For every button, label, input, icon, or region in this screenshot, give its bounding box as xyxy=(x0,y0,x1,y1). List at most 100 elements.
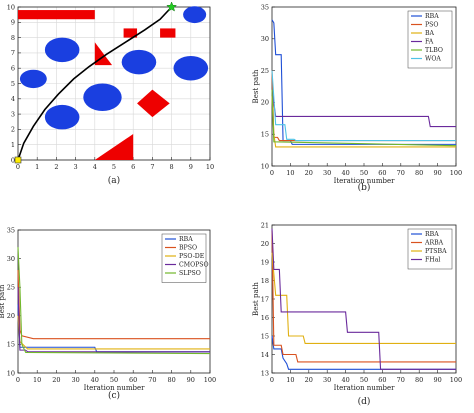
y-tick-label-10: 10 xyxy=(7,3,15,11)
x-tick-label-8: 80 xyxy=(415,169,423,177)
y-tick-label-1: 15 xyxy=(261,131,269,139)
rect-obstacle-2 xyxy=(160,28,176,38)
series-line-rba xyxy=(271,335,456,370)
y-tick-label-0: 13 xyxy=(261,369,269,377)
panel-c-convergence-chart: 0 10 20 30 40 50 60 70 80 90 100101520253035Iterat… xyxy=(0,226,216,401)
panel-b-convergence-chart: 0 10 20 30 40 50 60 70 80 90 100101520253035Iterat… xyxy=(252,3,462,193)
legend-label-3: FA xyxy=(425,39,434,46)
legend-label-2: BA xyxy=(425,30,435,37)
circle-obstacle-0 xyxy=(183,6,207,24)
series-line-pso-de xyxy=(17,315,210,350)
circle-obstacle-2 xyxy=(121,49,157,75)
x-tick-label-0: 0 xyxy=(270,169,274,177)
x-tick-label-4: 4 xyxy=(93,163,97,171)
x-tick-label-1: 10 xyxy=(33,376,41,384)
x-tick-label-6: 60 xyxy=(378,376,386,384)
y-tick-label-3: 25 xyxy=(7,284,15,292)
y-tick-label-0: 10 xyxy=(261,162,269,170)
x-axis-label: Iteration number xyxy=(334,384,396,392)
x-tick-label-9: 90 xyxy=(433,376,441,384)
x-tick-label-6: 6 xyxy=(131,163,135,171)
y-tick-label-4: 17 xyxy=(261,295,269,303)
y-tick-label-5: 35 xyxy=(7,226,15,234)
y-tick-label-2: 15 xyxy=(261,332,269,340)
legend-label-1: BPSO xyxy=(179,245,197,252)
rect-obstacle-1 xyxy=(123,28,138,38)
panel-d-convergence-chart: 0 10 20 30 40 50 60 70 80 90 100 13 14 15 16 17 18 19 20 21… xyxy=(252,221,462,407)
series-line-arba xyxy=(271,230,456,363)
panel-a-environment-map: 0 1 2 3 4 5 6 7 8 9 10 0 1 2 3 4 5 6 7 8 9 10 (a) xyxy=(7,1,214,186)
x-tick-label-9: 90 xyxy=(433,169,441,177)
legend-box xyxy=(161,233,207,283)
x-tick-label-10: 100 xyxy=(450,169,462,177)
series-line-rba xyxy=(271,19,456,145)
panel-caption: (c) xyxy=(108,390,120,401)
diamond-obstacle-0 xyxy=(137,89,170,118)
x-tick-label-1: 10 xyxy=(286,169,294,177)
legend-label-5: WOA xyxy=(425,56,441,63)
y-tick-label-2: 2 xyxy=(11,126,15,134)
x-tick-label-5: 50 xyxy=(360,376,368,384)
x-tick-label-4: 40 xyxy=(341,169,349,177)
x-tick-label-3: 30 xyxy=(71,376,79,384)
x-tick-label-8: 80 xyxy=(167,376,175,384)
planned-path-line xyxy=(17,6,173,161)
legend-label-2: PTSBA xyxy=(425,248,447,255)
x-tick-label-5: 50 xyxy=(360,169,368,177)
x-tick-label-3: 3 xyxy=(74,163,78,171)
series-line-ptsba xyxy=(271,252,456,344)
legend-label-0: RBA xyxy=(425,13,439,20)
legend-label-0: RBA xyxy=(179,236,193,243)
legend-box xyxy=(407,228,453,270)
y-tick-label-0: 10 xyxy=(7,369,15,377)
series-line-woa xyxy=(271,70,456,142)
series-line-cmopso xyxy=(17,287,210,353)
legend-label-1: PSO xyxy=(425,22,438,29)
legend-label-0: RBA xyxy=(425,231,439,238)
y-tick-label-9: 9 xyxy=(11,19,15,27)
circle-obstacle-3 xyxy=(173,55,209,81)
x-tick-label-3: 30 xyxy=(323,376,331,384)
y-tick-label-7: 20 xyxy=(261,240,269,248)
y-tick-label-1: 1 xyxy=(11,141,15,149)
x-tick-label-0: 0 xyxy=(16,376,20,384)
panel-caption: (d) xyxy=(358,396,371,407)
y-tick-label-1: 14 xyxy=(261,351,269,359)
x-tick-label-7: 7 xyxy=(150,163,154,171)
y-tick-label-3: 25 xyxy=(261,67,269,75)
x-axis-label: Iteration number xyxy=(84,384,146,392)
x-tick-label-8: 8 xyxy=(170,163,174,171)
x-tick-label-2: 20 xyxy=(305,169,313,177)
x-tick-label-7: 70 xyxy=(148,376,156,384)
panel-caption: (a) xyxy=(108,175,120,186)
y-tick-label-6: 6 xyxy=(11,65,15,73)
x-tick-label-9: 90 xyxy=(187,376,195,384)
x-tick-label-4: 40 xyxy=(341,376,349,384)
x-tick-label-0: 0 xyxy=(16,163,20,171)
y-tick-label-4: 30 xyxy=(7,255,15,263)
y-tick-label-5: 35 xyxy=(261,3,269,11)
series-line-fhal xyxy=(271,228,456,370)
y-tick-label-4: 30 xyxy=(261,35,269,43)
y-tick-label-5: 18 xyxy=(261,277,269,285)
x-tick-label-0: 0 xyxy=(270,376,274,384)
series-line-ba xyxy=(271,96,456,148)
y-tick-label-2: 20 xyxy=(7,312,15,320)
y-tick-label-3: 3 xyxy=(11,110,15,118)
y-axis-label: Best path xyxy=(0,284,6,318)
y-tick-label-7: 7 xyxy=(11,49,15,57)
series-line-slpso xyxy=(17,247,211,355)
series-line-pso xyxy=(271,70,456,142)
y-tick-label-8: 8 xyxy=(11,34,15,42)
x-tick-label-10: 100 xyxy=(204,376,216,384)
x-tick-label-7: 70 xyxy=(397,376,405,384)
y-tick-label-6: 19 xyxy=(261,258,269,266)
x-axis-label: Iteration number xyxy=(334,177,396,185)
y-tick-label-5: 5 xyxy=(11,80,15,88)
panel-caption: (b) xyxy=(358,182,371,193)
legend-label-2: PSO-DE xyxy=(179,253,205,260)
circle-obstacle-1 xyxy=(44,37,80,63)
x-tick-label-6: 60 xyxy=(129,376,137,384)
